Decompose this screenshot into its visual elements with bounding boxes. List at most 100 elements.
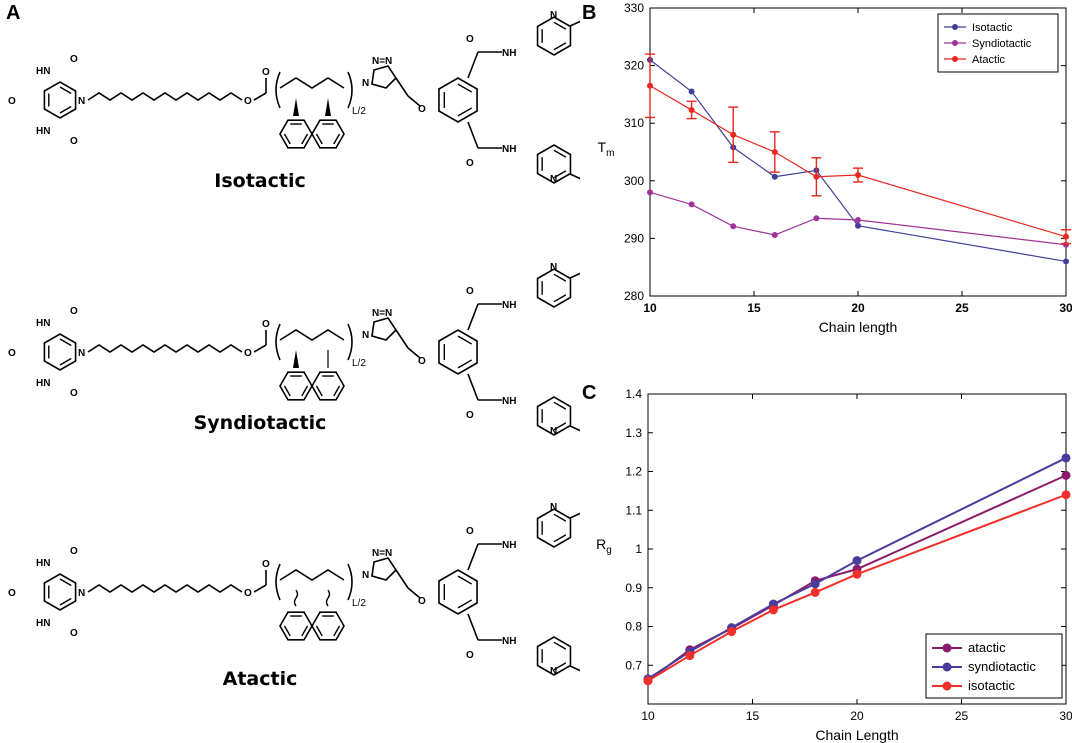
phenyl-ring-double-bond — [283, 385, 291, 397]
y-tick-label: 0.8 — [625, 620, 642, 634]
atom-label: O — [466, 158, 474, 169]
legend-swatch-marker — [942, 662, 952, 672]
chart-b-melting-temperature: 10 15 20 25 30 280 290 300 310 320 330 Chain length… — [598, 1, 1072, 335]
atom-label: NH — [502, 48, 516, 59]
x-tick-label: 30 — [1059, 301, 1072, 315]
alkyl-chain — [87, 584, 243, 593]
triazine-ring-double-bond — [59, 597, 72, 606]
triazole-ring — [371, 317, 398, 341]
x-tick-label: 10 — [641, 709, 655, 723]
pyridine-ring — [536, 144, 572, 184]
phenyl-ring-double-bond — [283, 133, 291, 145]
phenyl-ring-double-bond — [315, 133, 323, 145]
wedge-bond — [293, 98, 299, 116]
panel-label-c: C — [582, 382, 597, 404]
phenyl-ring-double-bond — [315, 625, 323, 637]
repeat-bracket-left — [275, 71, 281, 109]
data-point-isotactic — [768, 605, 778, 615]
phenyl-ring-double-bond — [333, 625, 341, 637]
x-axis-label: Chain Length — [815, 727, 898, 743]
pyridine-ring-double-bond — [553, 422, 567, 431]
data-point-isotactic — [1063, 258, 1069, 265]
phenyl-ring — [311, 371, 345, 401]
central-benzene-double-bond — [457, 83, 473, 93]
amide-bond — [569, 425, 580, 432]
data-point-isotactic — [685, 651, 695, 661]
atom-label: HN — [36, 318, 50, 329]
triazine-ring-double-bond — [59, 86, 72, 95]
data-point-atactic — [1061, 470, 1071, 480]
phenyl-ring-double-bond — [333, 133, 341, 145]
panel-label-b: B — [582, 2, 597, 24]
atom-label: O — [262, 67, 270, 78]
atom-label: N — [550, 666, 557, 677]
phenyl-ring-double-bond — [315, 385, 323, 397]
amide-bond — [569, 512, 580, 519]
atom-label: O — [8, 588, 16, 599]
wavy-bond — [325, 589, 331, 607]
amide-bond — [467, 373, 479, 401]
legend-entry-isotactic: isotactic — [968, 678, 1015, 693]
atom-label: N — [78, 588, 85, 599]
linker-bond — [407, 587, 421, 599]
data-point-isotactic — [810, 587, 820, 597]
atom-label: O — [244, 588, 252, 599]
panel-label-a: A — [6, 2, 21, 24]
pyridine-ring-double-bond — [553, 294, 567, 303]
linker-bond — [407, 95, 421, 107]
atom-label: O — [466, 526, 474, 537]
wavy-bond — [293, 589, 299, 607]
data-point-syndiotactic — [855, 216, 861, 223]
data-point-atactic — [730, 131, 737, 138]
atom-label: N=N — [372, 308, 392, 319]
atom-label: N — [78, 96, 85, 107]
y-tick-label: 330 — [624, 1, 644, 15]
data-point-atactic — [855, 172, 861, 179]
y-tick-label: 1.1 — [625, 503, 642, 517]
atom-label: N=N — [372, 548, 392, 559]
linker-bond — [407, 347, 421, 359]
atom-label: NH — [502, 540, 516, 551]
atom-label: O — [244, 96, 252, 107]
atom-label: O — [262, 319, 270, 330]
y-tick-label: 0.7 — [625, 658, 642, 672]
atactic-label: Atactic — [222, 668, 298, 690]
central-benzene — [438, 569, 478, 615]
data-point-syndiotactic — [730, 223, 737, 230]
atom-label: HN — [36, 558, 50, 569]
legend-entry-syndiotactic: Syndiotactic — [972, 38, 1032, 50]
atom-label: NH — [502, 396, 516, 407]
central-benzene-double-bond — [457, 335, 473, 345]
syndiotactic-label: Syndiotactic — [193, 412, 327, 434]
legend-entry-isotactic: Isotactic — [972, 22, 1013, 34]
central-benzene — [438, 329, 478, 375]
pyridine-ring — [536, 636, 572, 676]
amide-bond — [569, 173, 580, 180]
atom-label: NH — [502, 636, 516, 647]
ester-bond — [253, 344, 267, 353]
amide-bond — [467, 51, 479, 79]
triazine-ring-double-bond — [59, 578, 72, 587]
repeat-subscript: L/2 — [352, 358, 366, 369]
x-tick-label: 10 — [643, 301, 657, 315]
x-tick-label: 15 — [746, 709, 760, 723]
data-point-atactic — [771, 149, 778, 155]
legend-swatch-marker — [952, 56, 958, 62]
central-benzene-double-bond — [457, 599, 473, 609]
linker-bond — [395, 329, 409, 349]
atom-label: N — [362, 78, 369, 89]
x-tick-label: 30 — [1059, 709, 1072, 723]
repeat-bracket-right — [347, 71, 353, 109]
linker-bond — [395, 569, 409, 589]
data-point-syndiotactic — [813, 215, 820, 222]
y-tick-label: 1.2 — [625, 465, 642, 479]
x-tick-label: 25 — [955, 709, 969, 723]
atom-label: O — [70, 546, 78, 557]
isotactic-label: Isotactic — [214, 170, 306, 192]
atom-label: O — [244, 348, 252, 359]
atom-label: O — [466, 286, 474, 297]
x-tick-label: 20 — [851, 301, 865, 315]
triazine-ring-double-bond — [59, 338, 72, 347]
repeat-bracket-left — [275, 323, 281, 361]
atom-label: O — [8, 96, 16, 107]
